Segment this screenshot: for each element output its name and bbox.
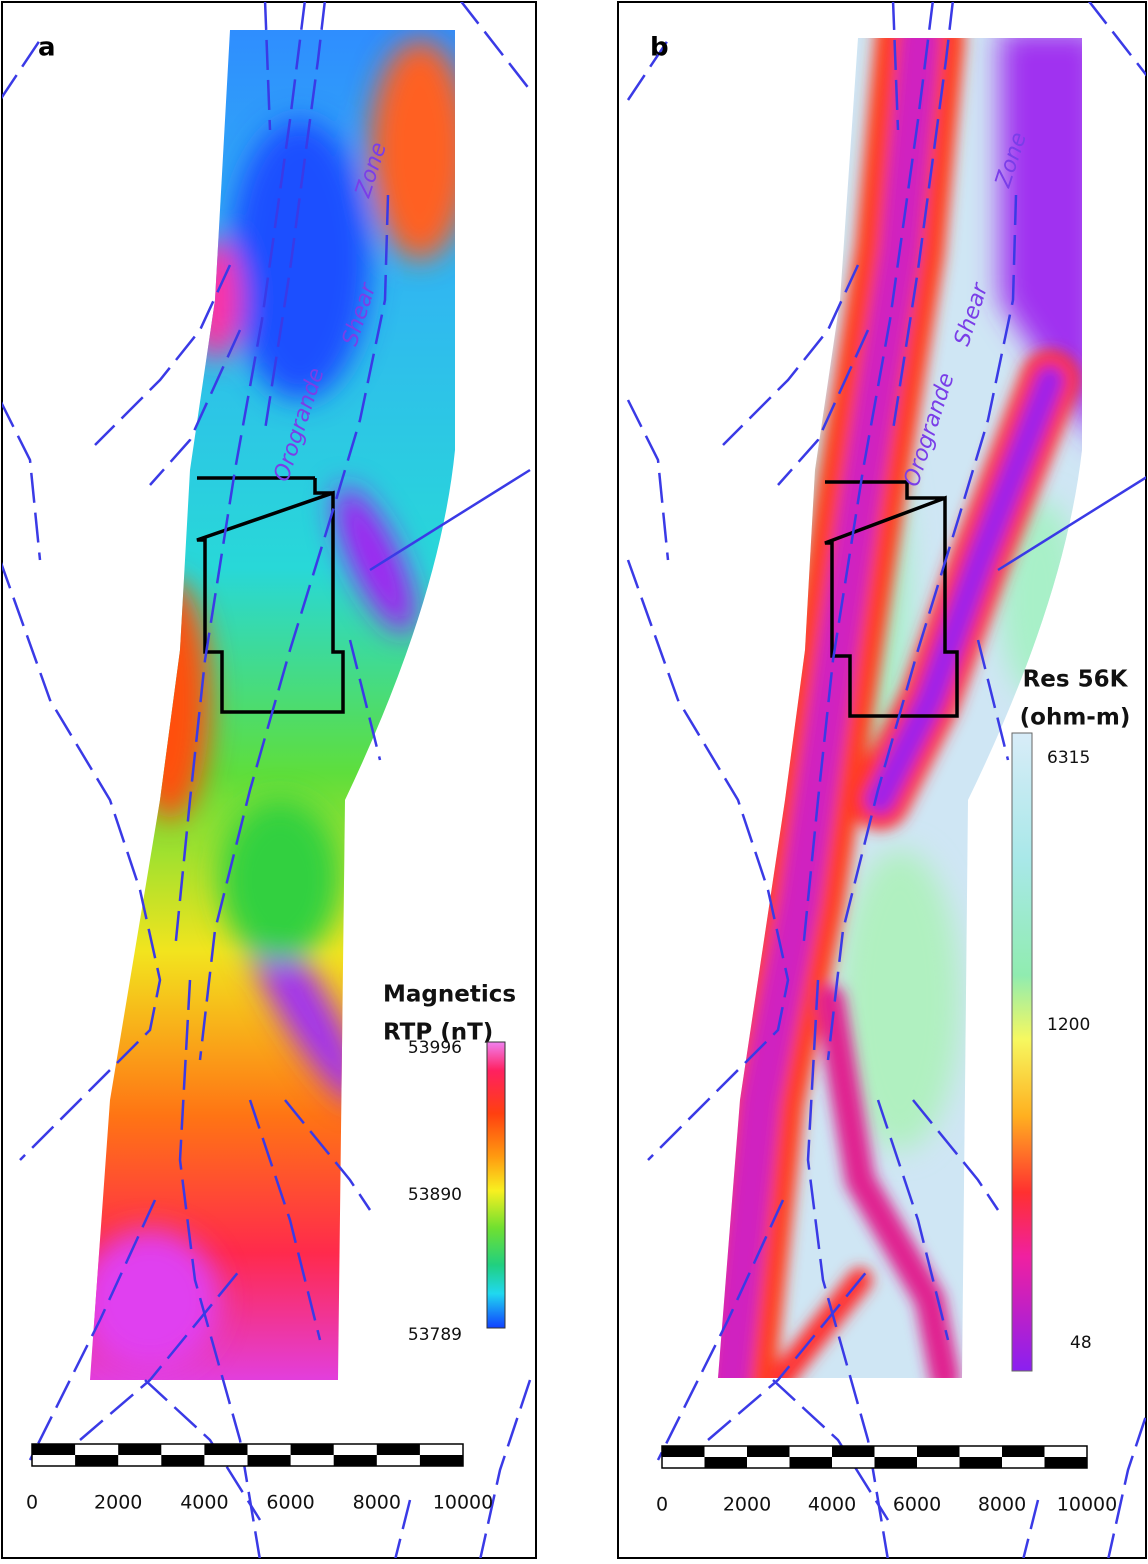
panel-b: b Orogrande Shear Zone Res 56K (ohm-m) 6… — [618, 0, 1148, 1560]
scale-segment — [32, 1444, 75, 1455]
scale-label: 2000 — [723, 1494, 771, 1516]
scale-segment — [161, 1455, 204, 1466]
scale-segment — [662, 1446, 705, 1457]
scale-label: 0 — [656, 1494, 668, 1516]
scale-label: 2000 — [94, 1492, 142, 1514]
scale-segment — [917, 1446, 960, 1457]
scale-segment — [75, 1455, 118, 1466]
legend-tick: 1200 — [1047, 1015, 1090, 1035]
legend-tick: 53996 — [408, 1038, 462, 1058]
panel-label: b — [650, 33, 669, 63]
scale-segment — [1045, 1457, 1088, 1468]
scale-segment — [747, 1446, 790, 1457]
scale-label: 6000 — [266, 1492, 314, 1514]
scale-segment — [420, 1455, 463, 1466]
scale-label: 0 — [26, 1492, 38, 1514]
color-bar — [1012, 733, 1032, 1371]
panel-a: a Orogrande Shear Zone Magnetics RTP (nT… — [0, 0, 536, 1560]
legend-title: (ohm-m) — [1020, 705, 1131, 731]
panel-label: a — [38, 33, 56, 63]
scale-segment — [1002, 1446, 1045, 1457]
legend-tick: 6315 — [1047, 748, 1090, 768]
scale-label: 6000 — [893, 1494, 941, 1516]
scale-segment — [960, 1457, 1003, 1468]
scale-segment — [790, 1457, 833, 1468]
scale-label: 10000 — [433, 1492, 493, 1514]
scale-segment — [291, 1444, 334, 1455]
scale-label: 4000 — [808, 1494, 856, 1516]
legend-title: Magnetics — [383, 982, 516, 1008]
legend-tick: 53789 — [408, 1325, 462, 1345]
scale-segment — [832, 1446, 875, 1457]
figure: a Orogrande Shear Zone Magnetics RTP (nT… — [0, 0, 1148, 1560]
scale-segment — [204, 1444, 247, 1455]
legend-tick: 53890 — [408, 1185, 462, 1205]
scale-segment — [118, 1444, 161, 1455]
legend-tick: 48 — [1070, 1333, 1092, 1353]
color-bar — [487, 1042, 505, 1328]
scale-label: 8000 — [353, 1492, 401, 1514]
scale-segment — [334, 1455, 377, 1466]
scale-label: 4000 — [180, 1492, 228, 1514]
scale-segment — [705, 1457, 748, 1468]
scale-segment — [248, 1455, 291, 1466]
scale-label: 8000 — [978, 1494, 1026, 1516]
scale-segment — [377, 1444, 420, 1455]
scale-segment — [875, 1457, 918, 1468]
scale-label: 10000 — [1057, 1494, 1117, 1516]
legend-title: Res 56K — [1023, 667, 1129, 693]
